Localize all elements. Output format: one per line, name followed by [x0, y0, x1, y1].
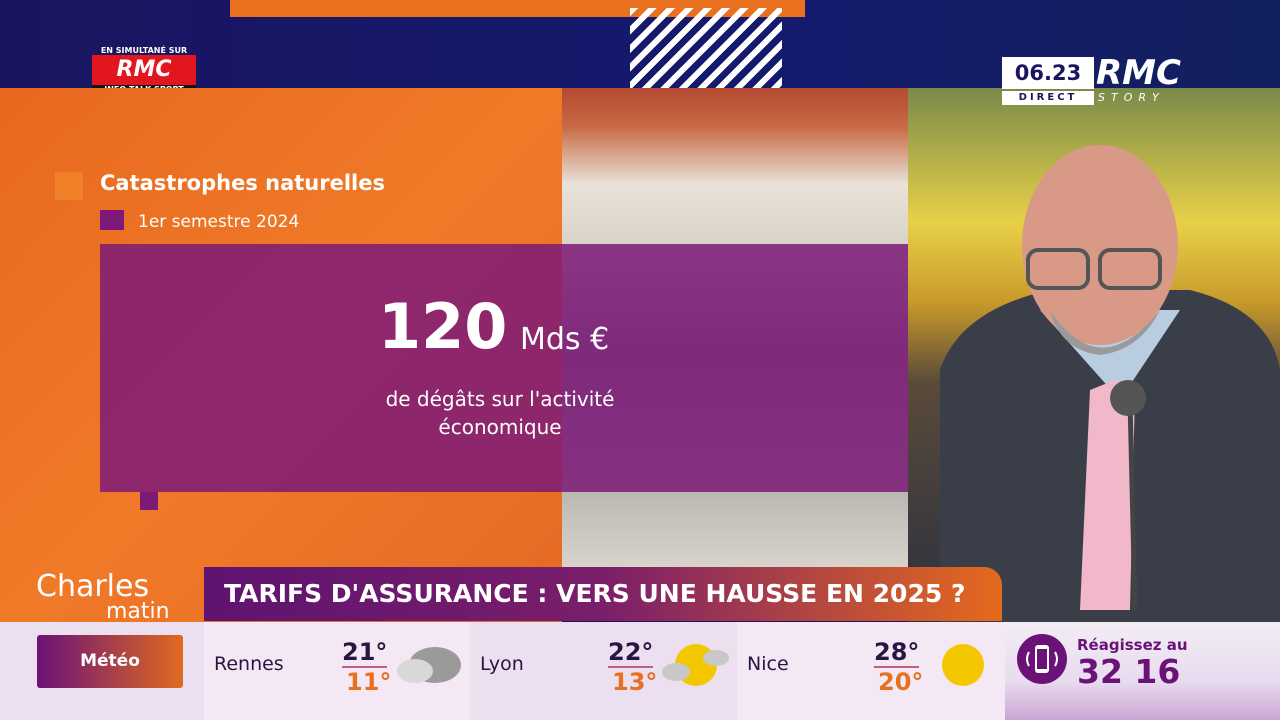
stat-unit: Mds € [520, 322, 610, 357]
call-in-number: 32 16 [1077, 652, 1181, 691]
stat-box [100, 244, 908, 492]
cloud-icon [397, 647, 461, 683]
channel-logo: 06.23 DIRECT RMC STORY [1002, 53, 1182, 107]
purple-marker-small [140, 492, 158, 510]
phone-icon [1017, 634, 1067, 684]
temp-low: 11° [346, 668, 392, 696]
city-name: Lyon [480, 653, 524, 675]
graphic-period: 1er semestre 2024 [138, 212, 300, 232]
temp-high: 22° [608, 638, 654, 668]
city-name: Rennes [214, 653, 284, 675]
temp-low: 13° [612, 668, 658, 696]
orange-marker [55, 172, 83, 200]
meteo-label: Météo [37, 635, 183, 688]
temp-high: 21° [342, 638, 388, 668]
stat-value: 120 [378, 290, 508, 363]
show-logo: Charles matin [36, 569, 170, 624]
call-in-label: Réagissez au [1077, 636, 1188, 654]
temp-high: 28° [874, 638, 920, 668]
decorative-hatch [630, 8, 782, 88]
purple-marker [100, 210, 124, 230]
presenter-image [940, 145, 1280, 623]
graphic-title: Catastrophes naturelles [100, 171, 385, 195]
city-name: Nice [747, 653, 789, 675]
stat-description: de dégâts sur l'activité économique [385, 387, 615, 439]
temp-low: 20° [878, 668, 924, 696]
sun-cloud-icon [662, 644, 729, 686]
live-label: DIRECT [1002, 91, 1094, 105]
sun-icon [942, 644, 984, 686]
clock: 06.23 [1002, 57, 1094, 89]
headline-banner: TARIFS D'ASSURANCE : VERS UNE HAUSSE EN … [204, 567, 1002, 621]
